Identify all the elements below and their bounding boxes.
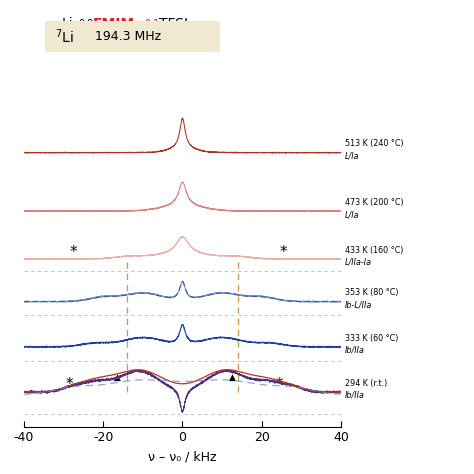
Text: 194.3 MHz: 194.3 MHz [95, 30, 161, 43]
Text: Ib-L/IIa: Ib-L/IIa [345, 301, 373, 310]
Text: Li: Li [62, 17, 73, 31]
Text: ▲: ▲ [228, 373, 236, 382]
Text: Ib/IIa: Ib/IIa [345, 391, 365, 400]
X-axis label: ν – ν₀ / kHz: ν – ν₀ / kHz [148, 450, 217, 463]
Text: L/Ia: L/Ia [345, 152, 360, 161]
Text: 333 K (60 °C): 333 K (60 °C) [345, 334, 399, 343]
Text: 0.9: 0.9 [78, 19, 93, 29]
Text: 0.1: 0.1 [145, 19, 160, 29]
Text: 353 K (80 °C): 353 K (80 °C) [345, 288, 399, 297]
Text: EMIM: EMIM [92, 17, 135, 31]
Text: L/IIa-Ia: L/IIa-Ia [345, 258, 372, 267]
Text: 513 K (240 °C): 513 K (240 °C) [345, 139, 404, 148]
Text: 433 K (160 °C): 433 K (160 °C) [345, 246, 404, 255]
Text: 473 K (200 °C): 473 K (200 °C) [345, 198, 404, 207]
Text: *: * [70, 245, 77, 260]
Text: L/Ia: L/Ia [345, 210, 360, 219]
Text: TFSI: TFSI [159, 17, 188, 31]
Text: *: * [280, 245, 288, 260]
Text: ▲: ▲ [114, 373, 120, 382]
Text: 294 K (r.t.): 294 K (r.t.) [345, 379, 388, 388]
Text: $^7$Li: $^7$Li [55, 27, 73, 46]
Text: *: * [65, 376, 73, 392]
Text: *: * [276, 376, 283, 392]
Text: Ib/IIa: Ib/IIa [345, 346, 365, 355]
